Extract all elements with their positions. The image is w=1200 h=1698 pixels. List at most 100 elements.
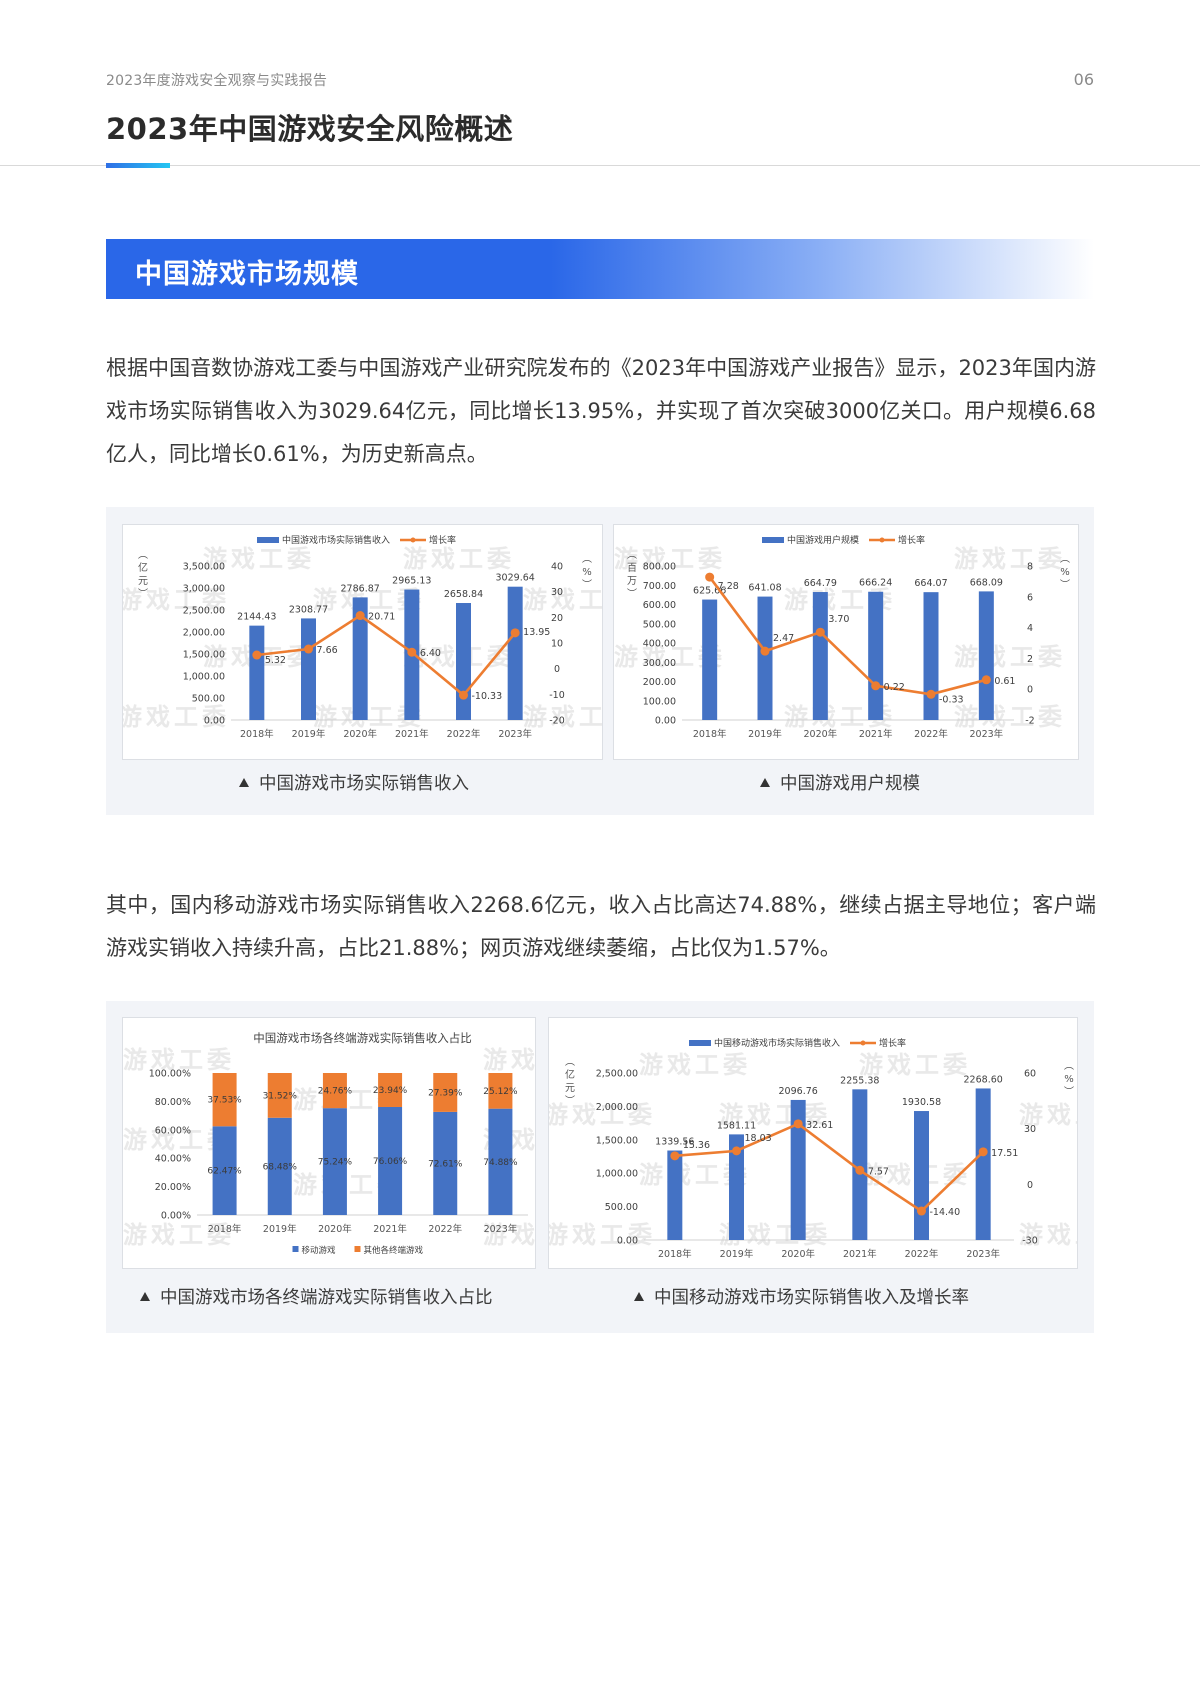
watermark: 游戏工委 xyxy=(954,703,1066,731)
y-tick-label: 600.00 xyxy=(643,600,676,611)
y2-tick-label: 0 xyxy=(554,664,560,675)
bar-other xyxy=(322,1073,347,1109)
bar-other xyxy=(433,1073,458,1112)
bar-value-label: 2096.76 xyxy=(779,1086,818,1097)
y-tick-label: 100.00% xyxy=(149,1069,191,1080)
chart-mobile-revenue: 游戏工委游戏工委游戏工委游戏工委游戏工委游戏工委游戏工委游戏工委游戏工委游戏工委… xyxy=(548,1017,1078,1269)
caption-text: 中国游戏用户规模 xyxy=(780,774,920,794)
chart-user-scale: 游戏工委 游戏工委 游戏工委 游戏工委 游戏工委 游戏工委 游戏工委 中国游戏用户规模 增长率 0… xyxy=(613,524,1079,760)
legend-label: 中国游戏市场实际销售收入 xyxy=(282,534,390,546)
bar-value-label: 625.66 xyxy=(693,586,726,597)
chart-title: 中国游戏市场各终端游戏实际销售收入占比 xyxy=(253,1031,472,1045)
triangle-icon xyxy=(239,778,249,787)
growth-value-label: 7.28 xyxy=(718,581,739,592)
header-accent-bar xyxy=(106,163,170,168)
y-tick-label: 0.00 xyxy=(617,1236,638,1247)
x-tick-label: 2021年 xyxy=(843,1248,877,1260)
bar xyxy=(975,1088,991,1240)
y2-tick-label: 10 xyxy=(551,639,563,650)
x-tick-label: 2021年 xyxy=(373,1223,407,1235)
growth-line xyxy=(674,1122,985,1213)
y-tick-label: 3,500.00 xyxy=(183,562,225,573)
y-tick-label: 1,500.00 xyxy=(183,650,225,661)
y2-tick-label: 4 xyxy=(1027,623,1033,634)
bar-value-label: 31.52% xyxy=(263,1091,298,1101)
y2-tick-label: 40 xyxy=(551,562,563,573)
growth-value-label: 5.32 xyxy=(265,655,286,666)
bar-value-label: 76.06% xyxy=(373,1157,408,1167)
y-tick-label: 3,000.00 xyxy=(183,584,225,595)
bar xyxy=(667,1150,683,1240)
bar-value-label: 27.39% xyxy=(428,1088,463,1098)
growth-point xyxy=(732,1146,741,1156)
watermark: 游戏工委 xyxy=(523,586,603,614)
axis-unit-label: ︵ xyxy=(565,1057,575,1068)
growth-value-label: 18.03 xyxy=(745,1133,772,1144)
y2-tick-label: 8 xyxy=(1027,562,1033,573)
growth-value-label: 0.61 xyxy=(994,676,1015,687)
bar xyxy=(812,592,828,720)
axis-unit-label: % xyxy=(582,567,592,578)
growth-point xyxy=(304,644,313,654)
y2-tick-label: -20 xyxy=(549,716,565,727)
bar-value-label: 666.24 xyxy=(859,578,892,589)
axis-unit-label: ︵ xyxy=(582,554,592,565)
y-tick-label: 2,500.00 xyxy=(183,606,225,617)
bar-value-label: 2786.87 xyxy=(341,583,380,594)
growth-value-label: 2.47 xyxy=(773,633,794,644)
bar-value-label: 2255.38 xyxy=(840,1075,879,1086)
legend-bar-swatch xyxy=(257,537,279,543)
y-tick-label: 20.00% xyxy=(155,1182,191,1193)
caption-mobile-revenue: 中国移动游戏市场实际销售收入及增长率 xyxy=(634,1284,969,1309)
growth-value-label: -14.40 xyxy=(930,1207,961,1218)
axis-unit-label: 亿 xyxy=(565,1068,575,1081)
y-tick-label: 300.00 xyxy=(643,658,676,669)
axis-unit-label: ︶ xyxy=(1060,579,1070,591)
growth-value-label: 17.51 xyxy=(991,1148,1018,1159)
bar-value-label: 72.61% xyxy=(428,1159,463,1169)
x-tick-label: 2023年 xyxy=(498,728,532,740)
y-tick-label: 1,000.00 xyxy=(183,672,225,683)
bar xyxy=(790,1099,806,1240)
y-tick-label: 2,000.00 xyxy=(183,628,225,639)
y-tick-label: 2,000.00 xyxy=(596,1102,638,1113)
y-tick-label: 500.00 xyxy=(192,694,225,705)
bar-value-label: 23.94% xyxy=(373,1086,408,1096)
bar xyxy=(456,603,471,720)
bar xyxy=(352,597,368,720)
growth-point xyxy=(871,681,881,691)
y2-tick-label: 20 xyxy=(551,613,563,624)
growth-point xyxy=(917,1206,926,1216)
page-number: 06 xyxy=(1073,70,1094,89)
y-tick-label: 100.00 xyxy=(643,696,676,707)
bar-mobile xyxy=(322,1108,347,1215)
section-banner: 中国游戏市场规模 xyxy=(106,239,1094,299)
watermark: 游戏工委 xyxy=(1019,1221,1078,1249)
bar-other xyxy=(212,1073,237,1127)
growth-point xyxy=(459,690,468,700)
bar-value-label: 1930.58 xyxy=(902,1097,941,1108)
legend-bar-swatch xyxy=(762,537,784,543)
bar-mobile xyxy=(267,1117,292,1215)
market-revenue-chart-svg: 游戏工委游戏工委游戏工委游戏工委游戏工委游戏工委游戏工委游戏工委游戏工委游戏工委… xyxy=(123,534,603,740)
caption-text: 中国游戏市场各终端游戏实际销售收入占比 xyxy=(160,1288,493,1308)
caption-text: 中国游戏市场实际销售收入 xyxy=(259,774,469,794)
x-tick-label: 2021年 xyxy=(395,728,429,740)
growth-point xyxy=(705,572,715,582)
growth-value-label: 0.22 xyxy=(884,682,905,693)
y-tick-label: 700.00 xyxy=(643,581,676,592)
growth-point xyxy=(926,689,936,699)
bar-value-label: 74.88% xyxy=(483,1158,518,1168)
x-tick-label: 2018年 xyxy=(693,728,727,740)
y-tick-label: 40.00% xyxy=(155,1154,191,1165)
axis-unit-label: 亿 xyxy=(138,561,148,574)
growth-value-label: 7.57 xyxy=(868,1166,889,1177)
axis-unit-label: ︵ xyxy=(138,550,148,561)
growth-point xyxy=(793,1119,803,1129)
y-tick-label: 2,500.00 xyxy=(596,1069,638,1080)
axis-unit-label: ︶ xyxy=(138,588,148,600)
watermark: 游戏工委 xyxy=(203,545,315,573)
chart-panel-top: 游戏工委游戏工委游戏工委游戏工委游戏工委游戏工委游戏工委游戏工委游戏工委游戏工委… xyxy=(106,507,1094,815)
watermark: 游戏工委 xyxy=(123,586,230,614)
watermark: 游戏工委 xyxy=(523,703,603,731)
